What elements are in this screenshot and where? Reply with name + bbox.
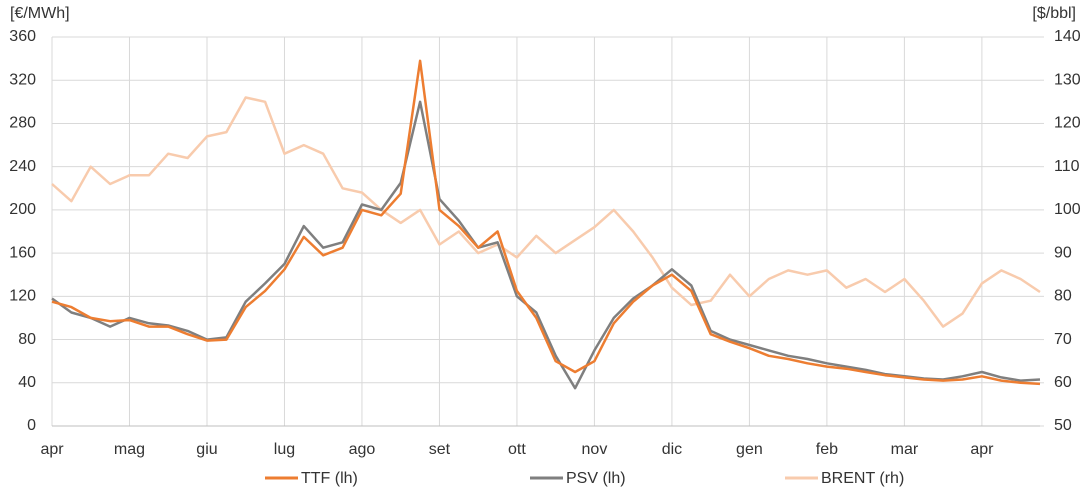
y-tick-label: 320 [9,71,36,88]
y2-tick-label: 100 [1054,201,1081,218]
y2-tick-label: 60 [1054,374,1072,391]
legend-label: BRENT (rh) [821,470,904,487]
x-tick-label: lug [274,441,295,458]
y-tick-label: 360 [9,28,36,45]
x-tick-label: mag [114,441,145,458]
y-tick-label: 280 [9,115,36,132]
y-tick-label: 120 [9,288,36,305]
y-axis-title: [€/MWh] [10,5,70,22]
x-tick-label: ago [349,441,376,458]
y2-tick-label: 80 [1054,288,1072,305]
y-tick-label: 160 [9,244,36,261]
x-tick-label: giu [196,441,217,458]
x-tick-label: feb [816,441,838,458]
series-line [51,59,1041,386]
legend-label: PSV (lh) [566,470,626,487]
x-tick-label: apr [40,441,64,458]
x-tick-label: dic [662,441,682,458]
y-tick-label: 40 [18,374,36,391]
legend-label: TTF (lh) [301,470,358,487]
y2-tick-label: 130 [1054,71,1081,88]
y2-tick-label: 70 [1054,331,1072,348]
y2-tick-label: 140 [1054,28,1081,45]
y2-axis-title: [$/bbl] [1032,5,1076,22]
x-tick-label: nov [582,441,608,458]
x-tick-label: gen [736,441,763,458]
y2-tick-label: 50 [1054,417,1072,434]
x-tick-label: ott [508,441,526,458]
x-tick-label: mar [891,441,919,458]
y2-tick-label: 90 [1054,244,1072,261]
series-line [51,96,1041,328]
y-tick-label: 80 [18,331,36,348]
series-line [51,100,1041,390]
y-tick-label: 0 [27,417,36,434]
y-tick-label: 240 [9,158,36,175]
x-tick-label: set [429,441,451,458]
x-tick-label: apr [970,441,994,458]
y2-tick-label: 110 [1054,158,1080,175]
y2-tick-label: 120 [1054,115,1081,132]
y-tick-label: 200 [9,201,36,218]
